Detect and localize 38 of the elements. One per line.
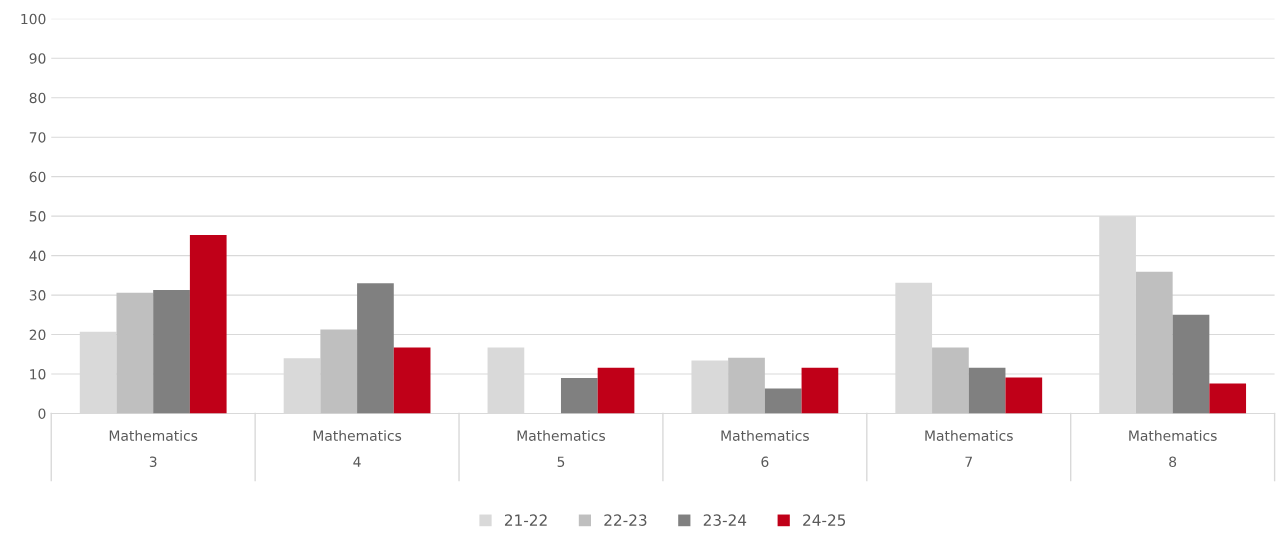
y-tick-label: 50 [29,211,46,222]
bar [116,292,154,414]
bar [728,357,765,414]
bar [1135,271,1173,414]
y-tick-label: 70 [29,132,46,143]
bar [1005,377,1043,414]
bar [597,367,635,414]
y-tick-label: 30 [29,290,46,301]
y-tick-label: 80 [29,92,46,104]
y-tick-label: 100 [21,13,46,25]
legend-label: 24-25 [803,514,846,526]
bar [1209,383,1247,414]
bar [1172,314,1210,414]
bar [932,347,969,414]
legend-label: 23-24 [703,514,747,526]
bar [189,235,227,414]
x-tick-label: Mathematics 6 [721,430,809,468]
x-tick-label: Mathematics 8 [1129,430,1217,468]
bar [320,329,358,414]
x-tick-label: Mathematics 5 [517,430,606,468]
bar [560,377,598,414]
x-tick-label: Mathematics 3 [109,430,198,468]
bar [153,289,190,414]
y-tick-label: 10 [30,368,46,380]
bar [968,367,1006,414]
bar [801,367,839,414]
y-tick-label: 0 [38,408,46,419]
y-tick-label: 60 [29,171,46,183]
legend-label: 22-23 [604,514,647,526]
x-tick-label: Mathematics 4 [313,430,402,467]
x-tick-label: Mathematics 7 [925,430,1013,467]
bar [393,347,431,414]
bar [764,388,802,414]
bar [357,283,394,414]
y-tick-label: 20 [29,329,46,341]
y-tick-label: 40 [29,250,46,262]
legend-label: 21-22 [504,514,547,526]
y-tick-label: 90 [29,53,46,64]
